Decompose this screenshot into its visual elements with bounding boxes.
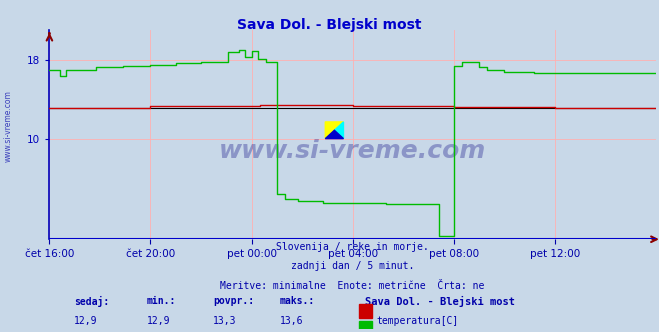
Text: www.si-vreme.com: www.si-vreme.com <box>3 90 13 162</box>
Polygon shape <box>326 122 343 139</box>
FancyBboxPatch shape <box>358 303 372 318</box>
Polygon shape <box>326 130 343 139</box>
FancyBboxPatch shape <box>358 321 372 332</box>
Text: 13,6: 13,6 <box>280 316 303 326</box>
Text: www.si-vreme.com: www.si-vreme.com <box>219 139 486 163</box>
Text: Slovenija / reke in morje.: Slovenija / reke in morje. <box>276 242 429 252</box>
Text: zadnji dan / 5 minut.: zadnji dan / 5 minut. <box>291 262 415 272</box>
Text: Sava Dol. - Blejski most: Sava Dol. - Blejski most <box>237 18 422 32</box>
Text: temperatura[C]: temperatura[C] <box>377 316 459 326</box>
Text: min.:: min.: <box>146 296 176 306</box>
Text: Sava Dol. - Blejski most: Sava Dol. - Blejski most <box>364 296 515 307</box>
Text: Meritve: minimalne  Enote: metrične  Črta: ne: Meritve: minimalne Enote: metrične Črta:… <box>220 281 485 291</box>
Text: 12,9: 12,9 <box>146 316 170 326</box>
Text: 13,3: 13,3 <box>213 316 237 326</box>
Text: povpr.:: povpr.: <box>213 296 254 306</box>
Text: maks.:: maks.: <box>280 296 315 306</box>
Text: 12,9: 12,9 <box>74 316 97 326</box>
Text: sedaj:: sedaj: <box>74 296 109 307</box>
Polygon shape <box>334 122 343 139</box>
